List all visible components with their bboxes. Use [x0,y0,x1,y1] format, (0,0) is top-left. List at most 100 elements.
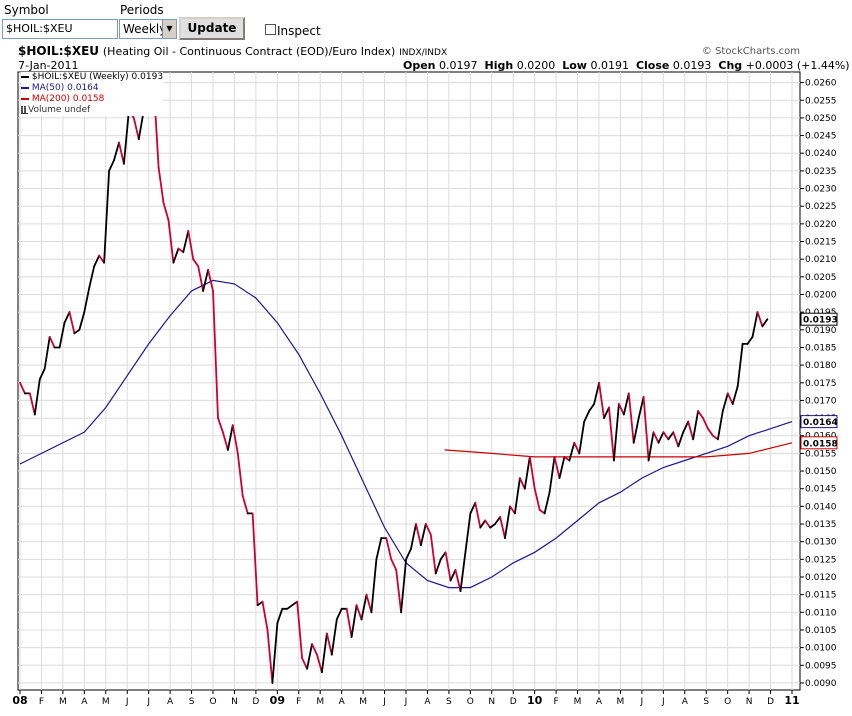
price-segment [108,159,115,172]
price-segment [365,593,373,614]
price-segment [345,607,353,638]
price-segment [568,441,576,462]
price-segment [177,247,185,254]
x-tick-label: S [703,697,709,707]
price-series [19,74,769,684]
high-value: 0.0200 [516,59,556,72]
ohlc-readout: Open 0.0197 High 0.0200 Low 0.0191 Close… [403,59,850,72]
price-segment [88,265,96,289]
y-tick-label: 0.0090 [805,679,837,689]
price-segment [78,311,86,331]
y-tick-label: 0.0205 [805,273,837,283]
low-value: 0.0191 [590,59,629,72]
open-value: 0.0197 [439,59,478,72]
y-tick-label: 0.0135 [805,520,837,530]
price-segment [662,431,670,441]
price-segment [370,558,378,614]
update-button[interactable]: Update [179,17,245,40]
legend-text: Volume undef [28,105,91,115]
price-segment [256,600,264,607]
legend-item-ma50: MA(50) 0.0164 [21,83,163,94]
price-segment [390,558,398,571]
price-segment [400,558,408,614]
x-tick-label: O [724,697,731,707]
price-segment [167,219,175,264]
x-tick-label: A [424,697,431,707]
price-segment [271,622,279,684]
price-segment [103,169,110,264]
periods-select[interactable]: Weekly ▼ [119,19,177,39]
price-segment [642,395,650,462]
x-tick-label: O [209,697,216,707]
x-tick-label: A [81,697,88,707]
legend-item-volume: Volume undef [21,105,163,116]
price-segment [316,653,323,674]
price-segment [83,286,91,314]
price-segment [494,516,502,525]
price-segment [687,420,694,441]
price-segment [415,523,422,547]
price-segment [519,477,526,490]
inspect-label: Inspect [277,24,321,38]
chart-title: $HOIL:$XEU (Heating Oil - Continuous Con… [18,44,447,58]
price-segment [236,452,244,497]
x-tick-label: M [102,697,110,707]
price-segment [479,519,487,529]
open-label: Open [403,59,436,72]
x-tick-label: 11 [784,694,799,707]
bar-chart-icon [21,105,28,114]
y-tick-label: 0.0145 [805,485,837,495]
price-segment [509,505,516,515]
price-segment [251,512,259,607]
last-value-label: 0.0158 [803,439,838,449]
price-segment [627,392,635,444]
price-segment [157,166,165,204]
price-segment [197,265,205,292]
price-segment [558,455,566,480]
price-segment [405,547,412,561]
y-tick-label: 0.0185 [805,343,837,353]
chg-value: +0.0003 (+1.44%) [745,59,850,72]
chart-title-exchange: INDX/INDX [399,48,448,58]
price-segment [118,141,125,165]
price-segment [499,516,506,539]
price-segment [702,417,709,430]
y-tick-label: 0.0200 [805,290,837,300]
price-segment [523,455,531,490]
price-segment [301,657,309,670]
price-segment [419,523,427,547]
price-segment [444,551,452,582]
last-value-box [800,415,838,429]
x-tick-label: A [167,697,174,707]
plot-area [17,71,801,691]
price-segment [697,410,704,420]
price-segment [360,593,368,621]
y-tick-label: 0.0240 [805,149,837,159]
high-label: High [484,59,514,72]
y-tick-label: 0.0250 [805,114,837,124]
inspect-checkbox[interactable] [265,24,276,35]
x-tick-label: D [510,697,517,707]
price-segment [613,403,620,462]
price-segment [202,268,210,292]
price-segment [726,392,734,405]
y-tick-label: 0.0120 [805,573,837,583]
price-segment [38,367,46,381]
price-segment [761,318,769,328]
price-segment [355,604,363,621]
price-segment [439,551,447,561]
chart-legend: $HOIL:$XEU (Weekly) 0.0193 MA(50) 0.0164… [21,72,164,116]
y-tick-label: 0.0140 [805,502,837,512]
price-segment [410,523,417,550]
chevron-down-icon[interactable]: ▼ [162,20,176,38]
x-tick-label: N [488,697,495,707]
price-segment [721,392,729,412]
last-value-label: 0.0193 [803,316,838,326]
y-tick-label: 0.0255 [805,96,837,106]
x-tick-label: A [596,697,603,707]
price-segment [123,109,130,165]
symbol-input[interactable]: $HOIL:$XEU [2,19,118,39]
price-segment [637,395,645,420]
price-segment [553,455,561,480]
price-segment [632,417,640,444]
